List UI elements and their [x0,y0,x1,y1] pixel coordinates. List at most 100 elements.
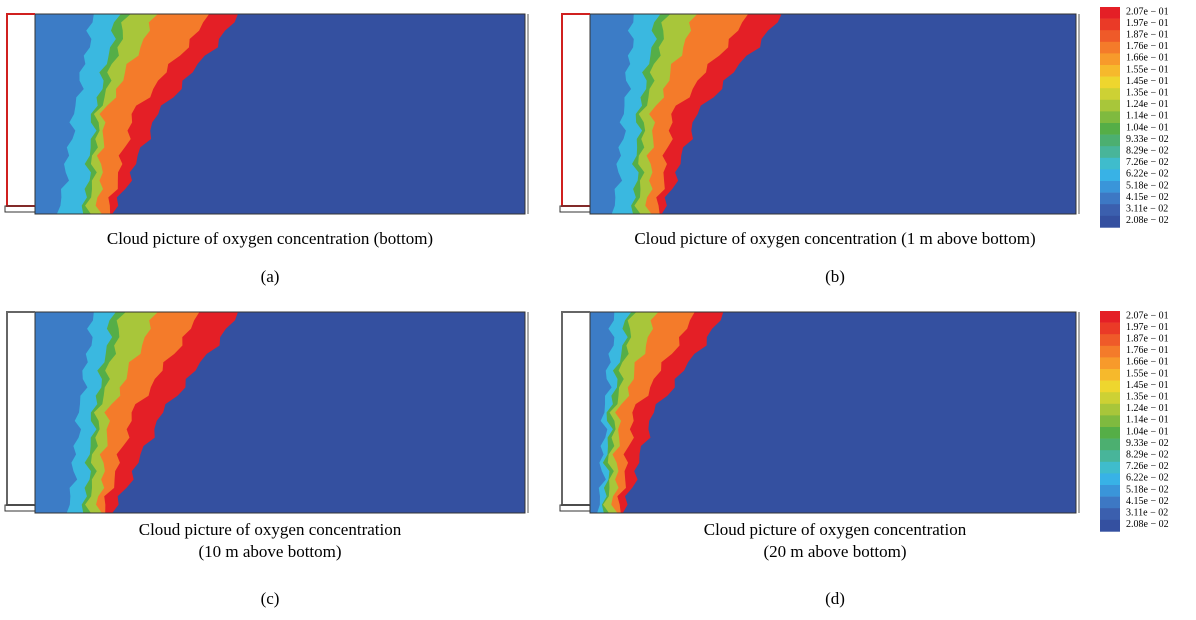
colorbar-label: 1.14e − 01 [1126,415,1169,426]
colorbar-swatch [1100,311,1120,323]
colorbar-label: 1.45e − 01 [1126,76,1169,87]
contour-panel [4,311,529,514]
colorbar-swatch [1100,345,1120,358]
panel-label: (a) [261,267,280,286]
contour-band [35,14,94,214]
inlet-pipe [559,205,591,213]
colorbar-swatch [1100,496,1120,509]
plot-frame [34,13,526,215]
colorbar-label: 3.11e − 02 [1126,507,1168,518]
colorbar-swatch [1100,215,1120,228]
colorbar-swatch [1100,450,1120,463]
colorbar-swatch [1100,415,1120,428]
colorbar-label: 1.76e − 01 [1126,345,1169,356]
colorbar-swatch [1100,438,1120,451]
colorbar-swatch [1100,369,1120,381]
colorbar-label: 8.29e − 02 [1126,145,1169,156]
colorbar-label: 1.66e − 01 [1126,357,1169,368]
colorbar-label: 1.55e − 01 [1126,368,1169,379]
colorbar-swatch [1100,76,1120,89]
inlet-duct [561,311,590,506]
colorbar-swatch [1100,519,1120,532]
colorbar-label: 1.14e − 01 [1126,111,1169,122]
colorbar-swatch [1100,123,1120,135]
contour-band [590,14,634,214]
colorbar-label: 1.66e − 01 [1126,53,1169,64]
panel-label: (c) [261,589,280,608]
colorbar-label: 2.08e − 02 [1126,519,1169,530]
plot-frame [34,311,526,514]
colorbar-label: 8.29e − 02 [1126,449,1169,460]
colorbar-label: 1.76e − 01 [1126,41,1169,52]
colorbar-label: 1.97e − 01 [1126,18,1169,29]
panel-caption: (20 m above bottom) [763,542,906,561]
colorbar-swatch [1100,134,1120,147]
panel-label: (b) [825,267,845,286]
colorbar-swatch [1100,357,1120,370]
colorbar-swatch [1100,65,1120,77]
panel-label: (d) [825,589,845,608]
inlet-pipe [4,205,36,213]
colorbar-swatch [1100,88,1120,101]
colorbar-swatch [1100,169,1120,182]
contour-band [590,312,615,513]
colorbar-swatch [1100,485,1120,497]
inlet-duct [6,311,35,506]
colorbar-label: 2.08e − 02 [1126,215,1169,226]
colorbar-label: 1.55e − 01 [1126,64,1169,75]
colorbar-label: 1.04e − 01 [1126,426,1169,437]
colorbar-swatch [1100,192,1120,205]
plot-frame [589,311,1077,514]
colorbar-swatch [1100,146,1120,159]
colorbar-label: 1.35e − 01 [1126,87,1169,98]
panel-caption: Cloud picture of oxygen concentration [704,520,967,539]
colorbar-swatch [1100,334,1120,347]
colorbar-swatch [1100,18,1120,31]
colorbar-swatch [1100,508,1120,521]
colorbar-swatch [1100,111,1120,124]
colorbar-label: 1.04e − 01 [1126,122,1169,133]
colorbar-label: 6.22e − 02 [1126,169,1169,180]
panel-caption: Cloud picture of oxygen concentration [139,520,402,539]
colorbar-label: 1.45e − 01 [1126,380,1169,391]
colorbar-label: 1.24e − 01 [1126,403,1169,414]
colorbar-swatch [1100,380,1120,393]
colorbar-swatch [1100,41,1120,54]
colorbar-swatch [1100,30,1120,43]
colorbar-label: 1.35e − 01 [1126,391,1169,402]
colorbar-label: 4.15e − 02 [1126,192,1169,203]
panel-caption: Cloud picture of oxygen concentration (1… [634,229,1035,248]
colorbar-swatch [1100,157,1120,170]
colorbar-label: 7.26e − 02 [1126,157,1169,168]
colorbar-label: 2.07e − 01 [1126,310,1169,321]
inlet-duct [6,13,35,207]
plot-frame [589,13,1077,215]
colorbar-swatch [1100,473,1120,486]
colorbar-label: 1.24e − 01 [1126,99,1169,110]
contour-panel [559,13,1080,215]
colorbar-label: 4.15e − 02 [1126,496,1169,507]
colorbar-label: 5.18e − 02 [1126,180,1169,191]
colorbar-swatch [1100,392,1120,405]
colorbar-label: 1.87e − 01 [1126,29,1169,40]
colorbar-label: 3.11e − 02 [1126,203,1168,214]
colorbar-swatch [1100,427,1120,439]
colorbar-label: 2.07e − 01 [1126,6,1169,17]
colorbar-swatch [1100,322,1120,335]
colorbar-label: 5.18e − 02 [1126,484,1169,495]
contour-panel [559,311,1080,514]
colorbar-label: 9.33e − 02 [1126,438,1169,449]
contour-panel [4,13,529,215]
colorbar-label: 1.97e − 01 [1126,322,1169,333]
colorbar-swatch [1100,403,1120,416]
colorbar-swatch [1100,53,1120,66]
colorbar-swatch [1100,461,1120,474]
inlet-pipe [559,504,591,512]
panel-caption: (10 m above bottom) [198,542,341,561]
colorbar-swatch [1100,7,1120,19]
colorbar-label: 1.87e − 01 [1126,333,1169,344]
colorbar-swatch [1100,181,1120,193]
colorbar-label: 7.26e − 02 [1126,461,1169,472]
